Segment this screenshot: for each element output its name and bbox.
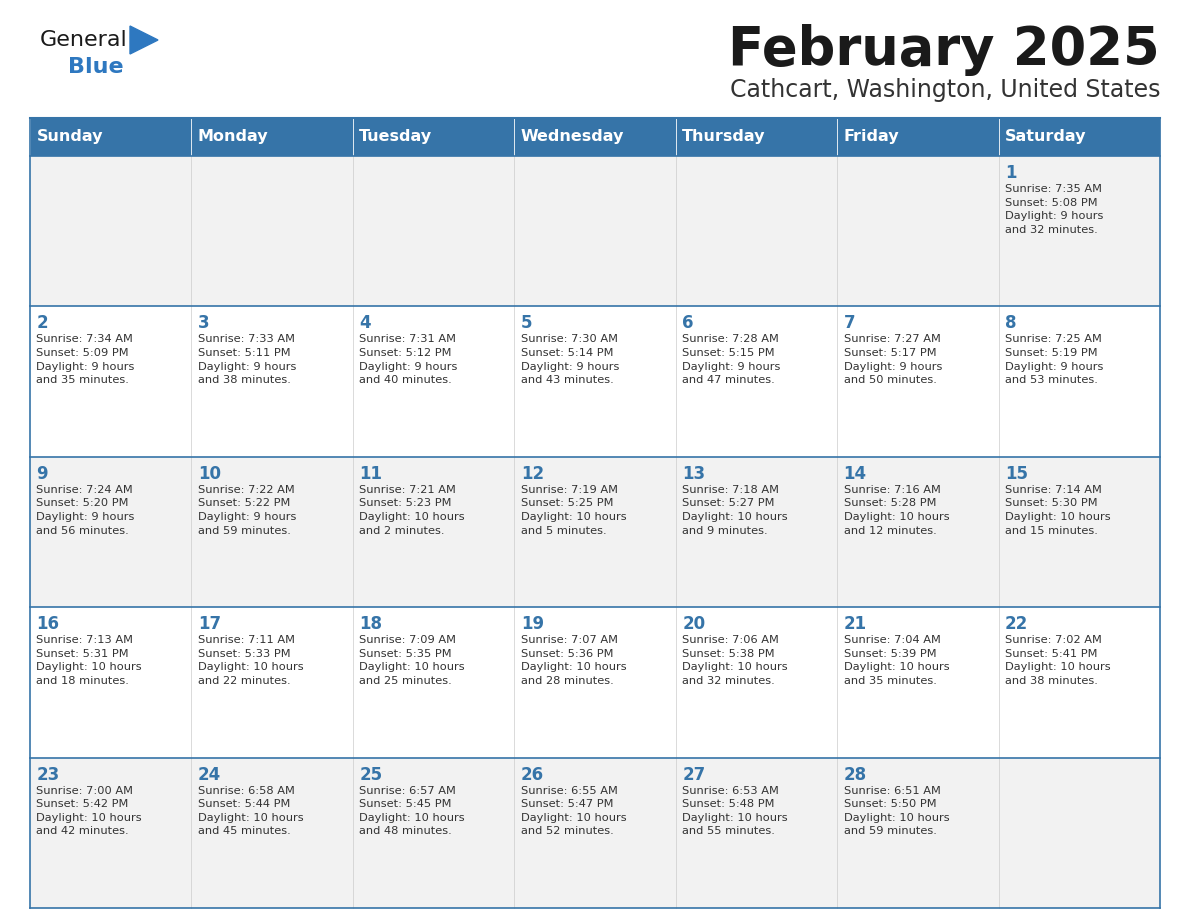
Text: Cathcart, Washington, United States: Cathcart, Washington, United States bbox=[729, 78, 1159, 102]
Text: Sunrise: 7:00 AM
Sunset: 5:42 PM
Daylight: 10 hours
and 42 minutes.: Sunrise: 7:00 AM Sunset: 5:42 PM Dayligh… bbox=[37, 786, 143, 836]
Text: Sunrise: 7:35 AM
Sunset: 5:08 PM
Daylight: 9 hours
and 32 minutes.: Sunrise: 7:35 AM Sunset: 5:08 PM Dayligh… bbox=[1005, 184, 1104, 235]
Text: 9: 9 bbox=[37, 465, 48, 483]
Text: 13: 13 bbox=[682, 465, 706, 483]
Text: Sunrise: 7:09 AM
Sunset: 5:35 PM
Daylight: 10 hours
and 25 minutes.: Sunrise: 7:09 AM Sunset: 5:35 PM Dayligh… bbox=[359, 635, 465, 686]
Text: 23: 23 bbox=[37, 766, 59, 784]
Text: 21: 21 bbox=[843, 615, 867, 633]
Polygon shape bbox=[30, 118, 191, 156]
Text: Wednesday: Wednesday bbox=[520, 129, 624, 144]
Text: 18: 18 bbox=[359, 615, 383, 633]
Text: Sunrise: 6:53 AM
Sunset: 5:48 PM
Daylight: 10 hours
and 55 minutes.: Sunrise: 6:53 AM Sunset: 5:48 PM Dayligh… bbox=[682, 786, 788, 836]
Text: 11: 11 bbox=[359, 465, 383, 483]
Polygon shape bbox=[676, 118, 838, 156]
Text: Sunrise: 7:06 AM
Sunset: 5:38 PM
Daylight: 10 hours
and 32 minutes.: Sunrise: 7:06 AM Sunset: 5:38 PM Dayligh… bbox=[682, 635, 788, 686]
Text: Sunrise: 7:13 AM
Sunset: 5:31 PM
Daylight: 10 hours
and 18 minutes.: Sunrise: 7:13 AM Sunset: 5:31 PM Dayligh… bbox=[37, 635, 143, 686]
Text: 15: 15 bbox=[1005, 465, 1028, 483]
Text: 4: 4 bbox=[359, 314, 371, 332]
Text: 25: 25 bbox=[359, 766, 383, 784]
Text: 1: 1 bbox=[1005, 164, 1017, 182]
Text: Sunrise: 6:58 AM
Sunset: 5:44 PM
Daylight: 10 hours
and 45 minutes.: Sunrise: 6:58 AM Sunset: 5:44 PM Dayligh… bbox=[198, 786, 303, 836]
Text: 10: 10 bbox=[198, 465, 221, 483]
Text: Sunrise: 7:31 AM
Sunset: 5:12 PM
Daylight: 9 hours
and 40 minutes.: Sunrise: 7:31 AM Sunset: 5:12 PM Dayligh… bbox=[359, 334, 457, 386]
Text: 19: 19 bbox=[520, 615, 544, 633]
Polygon shape bbox=[30, 607, 1159, 757]
Text: 27: 27 bbox=[682, 766, 706, 784]
Text: Sunrise: 7:11 AM
Sunset: 5:33 PM
Daylight: 10 hours
and 22 minutes.: Sunrise: 7:11 AM Sunset: 5:33 PM Dayligh… bbox=[198, 635, 303, 686]
Text: Sunrise: 7:04 AM
Sunset: 5:39 PM
Daylight: 10 hours
and 35 minutes.: Sunrise: 7:04 AM Sunset: 5:39 PM Dayligh… bbox=[843, 635, 949, 686]
Text: Sunday: Sunday bbox=[37, 129, 103, 144]
Text: Sunrise: 6:57 AM
Sunset: 5:45 PM
Daylight: 10 hours
and 48 minutes.: Sunrise: 6:57 AM Sunset: 5:45 PM Dayligh… bbox=[359, 786, 465, 836]
Text: Sunrise: 7:07 AM
Sunset: 5:36 PM
Daylight: 10 hours
and 28 minutes.: Sunrise: 7:07 AM Sunset: 5:36 PM Dayligh… bbox=[520, 635, 626, 686]
Polygon shape bbox=[30, 757, 1159, 908]
Text: Blue: Blue bbox=[68, 57, 124, 77]
Text: Sunrise: 7:25 AM
Sunset: 5:19 PM
Daylight: 9 hours
and 53 minutes.: Sunrise: 7:25 AM Sunset: 5:19 PM Dayligh… bbox=[1005, 334, 1104, 386]
Text: Sunrise: 7:19 AM
Sunset: 5:25 PM
Daylight: 10 hours
and 5 minutes.: Sunrise: 7:19 AM Sunset: 5:25 PM Dayligh… bbox=[520, 485, 626, 535]
Text: 28: 28 bbox=[843, 766, 867, 784]
Text: Tuesday: Tuesday bbox=[359, 129, 432, 144]
Text: Sunrise: 7:22 AM
Sunset: 5:22 PM
Daylight: 9 hours
and 59 minutes.: Sunrise: 7:22 AM Sunset: 5:22 PM Dayligh… bbox=[198, 485, 296, 535]
Text: 12: 12 bbox=[520, 465, 544, 483]
Polygon shape bbox=[30, 457, 1159, 607]
Text: 16: 16 bbox=[37, 615, 59, 633]
Text: Sunrise: 7:21 AM
Sunset: 5:23 PM
Daylight: 10 hours
and 2 minutes.: Sunrise: 7:21 AM Sunset: 5:23 PM Dayligh… bbox=[359, 485, 465, 535]
Text: General: General bbox=[40, 30, 128, 50]
Text: Sunrise: 7:16 AM
Sunset: 5:28 PM
Daylight: 10 hours
and 12 minutes.: Sunrise: 7:16 AM Sunset: 5:28 PM Dayligh… bbox=[843, 485, 949, 535]
Text: 7: 7 bbox=[843, 314, 855, 332]
Text: 20: 20 bbox=[682, 615, 706, 633]
Polygon shape bbox=[514, 118, 676, 156]
Polygon shape bbox=[838, 118, 999, 156]
Text: 8: 8 bbox=[1005, 314, 1017, 332]
Text: 14: 14 bbox=[843, 465, 867, 483]
Text: Sunrise: 7:27 AM
Sunset: 5:17 PM
Daylight: 9 hours
and 50 minutes.: Sunrise: 7:27 AM Sunset: 5:17 PM Dayligh… bbox=[843, 334, 942, 386]
Text: Sunrise: 7:28 AM
Sunset: 5:15 PM
Daylight: 9 hours
and 47 minutes.: Sunrise: 7:28 AM Sunset: 5:15 PM Dayligh… bbox=[682, 334, 781, 386]
Polygon shape bbox=[30, 156, 1159, 307]
Polygon shape bbox=[30, 307, 1159, 457]
Text: 17: 17 bbox=[198, 615, 221, 633]
Polygon shape bbox=[129, 26, 158, 54]
Text: 26: 26 bbox=[520, 766, 544, 784]
Text: 3: 3 bbox=[198, 314, 209, 332]
Text: Saturday: Saturday bbox=[1005, 129, 1087, 144]
Text: Sunrise: 6:51 AM
Sunset: 5:50 PM
Daylight: 10 hours
and 59 minutes.: Sunrise: 6:51 AM Sunset: 5:50 PM Dayligh… bbox=[843, 786, 949, 836]
Polygon shape bbox=[999, 118, 1159, 156]
Text: Sunrise: 6:55 AM
Sunset: 5:47 PM
Daylight: 10 hours
and 52 minutes.: Sunrise: 6:55 AM Sunset: 5:47 PM Dayligh… bbox=[520, 786, 626, 836]
Text: 24: 24 bbox=[198, 766, 221, 784]
Text: Sunrise: 7:02 AM
Sunset: 5:41 PM
Daylight: 10 hours
and 38 minutes.: Sunrise: 7:02 AM Sunset: 5:41 PM Dayligh… bbox=[1005, 635, 1111, 686]
Text: 22: 22 bbox=[1005, 615, 1029, 633]
Polygon shape bbox=[191, 118, 353, 156]
Text: Friday: Friday bbox=[843, 129, 899, 144]
Text: Thursday: Thursday bbox=[682, 129, 766, 144]
Text: Sunrise: 7:18 AM
Sunset: 5:27 PM
Daylight: 10 hours
and 9 minutes.: Sunrise: 7:18 AM Sunset: 5:27 PM Dayligh… bbox=[682, 485, 788, 535]
Text: 5: 5 bbox=[520, 314, 532, 332]
Text: 2: 2 bbox=[37, 314, 48, 332]
Text: Sunrise: 7:14 AM
Sunset: 5:30 PM
Daylight: 10 hours
and 15 minutes.: Sunrise: 7:14 AM Sunset: 5:30 PM Dayligh… bbox=[1005, 485, 1111, 535]
Text: February 2025: February 2025 bbox=[728, 24, 1159, 76]
Text: 6: 6 bbox=[682, 314, 694, 332]
Text: Sunrise: 7:30 AM
Sunset: 5:14 PM
Daylight: 9 hours
and 43 minutes.: Sunrise: 7:30 AM Sunset: 5:14 PM Dayligh… bbox=[520, 334, 619, 386]
Text: Sunrise: 7:24 AM
Sunset: 5:20 PM
Daylight: 9 hours
and 56 minutes.: Sunrise: 7:24 AM Sunset: 5:20 PM Dayligh… bbox=[37, 485, 134, 535]
Polygon shape bbox=[353, 118, 514, 156]
Text: Sunrise: 7:33 AM
Sunset: 5:11 PM
Daylight: 9 hours
and 38 minutes.: Sunrise: 7:33 AM Sunset: 5:11 PM Dayligh… bbox=[198, 334, 296, 386]
Text: Monday: Monday bbox=[198, 129, 268, 144]
Text: Sunrise: 7:34 AM
Sunset: 5:09 PM
Daylight: 9 hours
and 35 minutes.: Sunrise: 7:34 AM Sunset: 5:09 PM Dayligh… bbox=[37, 334, 134, 386]
